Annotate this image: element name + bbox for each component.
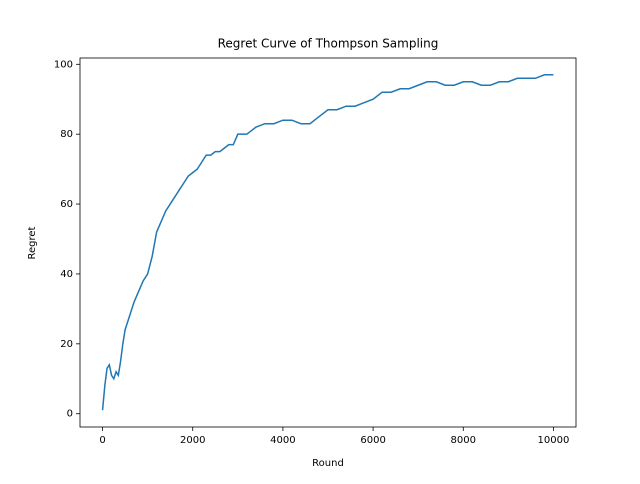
- y-tick-label: 100: [54, 59, 73, 70]
- y-tick-label: 20: [60, 339, 73, 350]
- y-tick-label: 80: [60, 129, 73, 140]
- x-tick-label: 8000: [451, 435, 476, 446]
- chart-title: Regret Curve of Thompson Sampling: [218, 37, 439, 51]
- x-tick-label: 0: [99, 435, 105, 446]
- x-tick-label: 6000: [360, 435, 385, 446]
- x-tick-label: 10000: [538, 435, 570, 446]
- y-tick-label: 0: [67, 409, 73, 420]
- x-axis-label: Round: [312, 458, 344, 469]
- y-tick-label: 60: [60, 199, 73, 210]
- x-tick-label: 4000: [270, 435, 295, 446]
- y-axis-label: Regret: [27, 226, 38, 259]
- y-tick-label: 40: [60, 269, 73, 280]
- plot-frame: [79, 57, 577, 428]
- line-series: [101, 74, 554, 411]
- x-tick-label: 2000: [180, 435, 205, 446]
